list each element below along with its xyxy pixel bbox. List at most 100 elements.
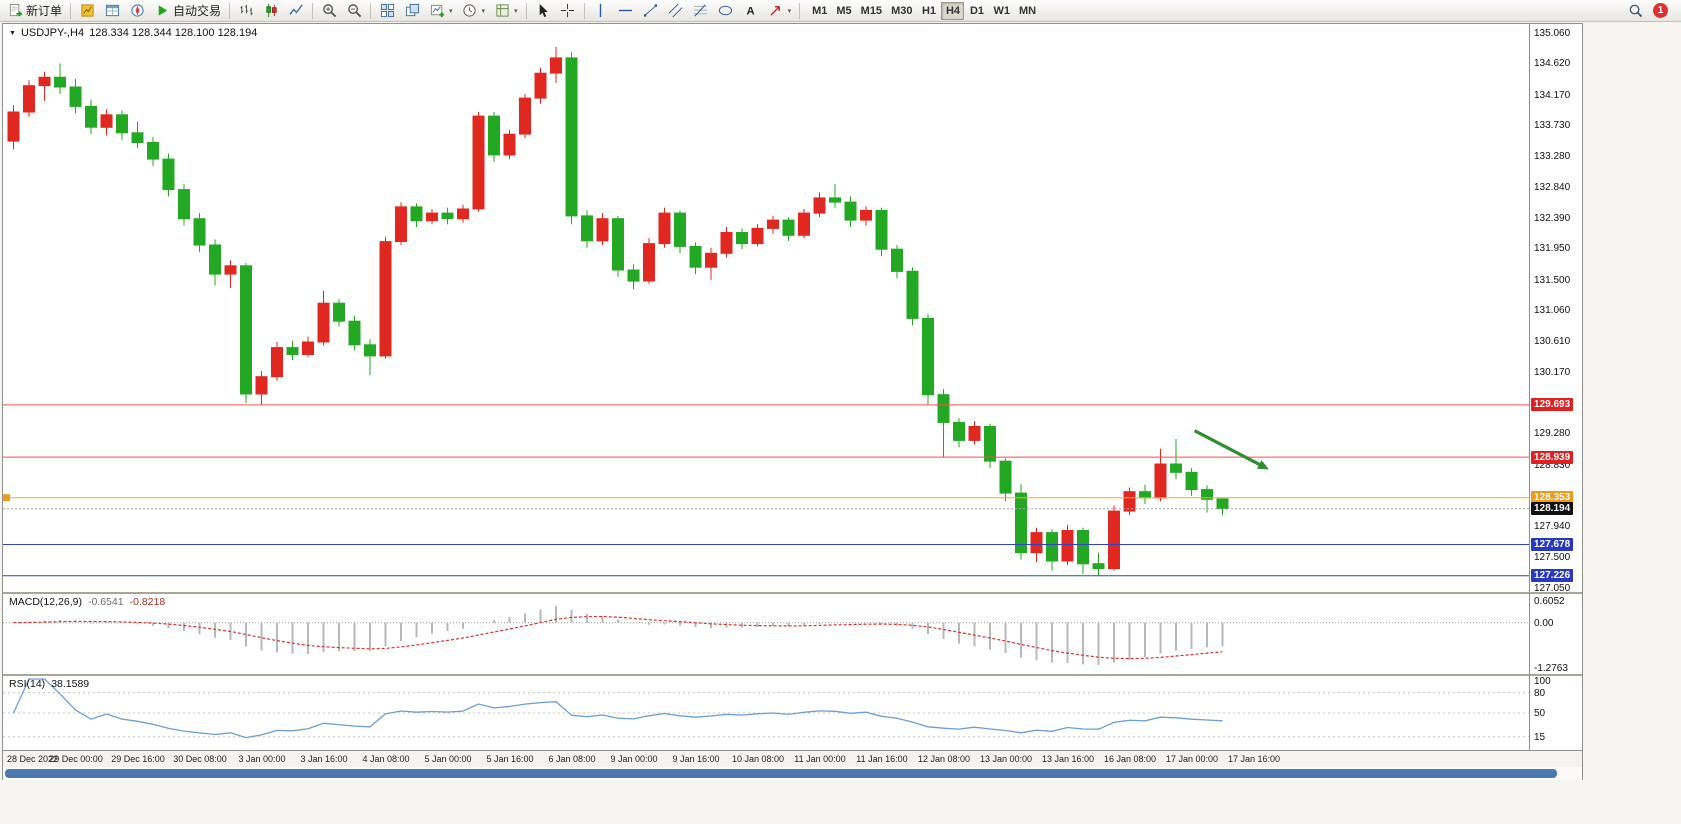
toolbar-separator: [370, 2, 372, 19]
level-price-badge: 129.693: [1531, 398, 1574, 411]
search-button[interactable]: [1623, 1, 1647, 21]
time-label: 9 Jan 16:00: [672, 754, 720, 764]
candles-series: [7, 46, 1229, 577]
timeframe-h1-button[interactable]: H1: [917, 2, 940, 20]
price-tick-label: 133.730: [1534, 120, 1571, 131]
rsi-line: [12, 678, 1223, 739]
candle: [1185, 468, 1198, 496]
candle: [922, 314, 934, 405]
cursor-button[interactable]: [531, 1, 555, 21]
time-label: 3 Jan 00:00: [238, 754, 286, 764]
market-watch-icon: [79, 3, 95, 19]
arrow-annotation[interactable]: [1193, 429, 1269, 470]
timeframe-m5-button[interactable]: M5: [832, 2, 855, 20]
candle: [38, 71, 51, 101]
candle: [503, 130, 516, 160]
zoom-in-button[interactable]: [317, 1, 341, 21]
cascade-icon: [404, 3, 420, 19]
candlestick-chart-button[interactable]: [259, 1, 283, 21]
candle: [85, 99, 97, 135]
templates-button[interactable]: ▾: [490, 1, 522, 21]
candle: [612, 215, 624, 277]
fibonacci-button[interactable]: [689, 1, 713, 21]
chart-plus-icon: [429, 3, 445, 19]
price-tick-label: 134.620: [1534, 58, 1571, 69]
symbol-dropdown-icon[interactable]: ▼: [9, 29, 16, 37]
candle: [1108, 505, 1120, 571]
price-tick-label: 132.840: [1534, 182, 1571, 193]
macd-panel[interactable]: MACD(12,26,9) -0.6541 -0.8218: [3, 592, 1582, 674]
candle: [565, 52, 578, 225]
time-label: 17 Jan 00:00: [1165, 754, 1219, 764]
cascade-windows-button[interactable]: [400, 1, 424, 21]
line-chart-button[interactable]: [284, 1, 308, 21]
timeframe-m1-button[interactable]: M1: [808, 2, 831, 20]
zoom-out-button[interactable]: [342, 1, 366, 21]
timeframe-m15-button[interactable]: M15: [857, 2, 886, 20]
candle: [736, 228, 748, 250]
text-label-button[interactable]: A: [739, 1, 763, 21]
tile-windows-button[interactable]: [375, 1, 399, 21]
timeframe-d1-button[interactable]: D1: [965, 2, 988, 20]
chart-symbol-period: USDJPY-,H4: [20, 27, 85, 39]
arrows-button[interactable]: ▾: [764, 1, 796, 21]
toolbar-separator: [229, 2, 231, 19]
vertical-line-button[interactable]: [589, 1, 613, 21]
candle: [720, 227, 733, 258]
candle: [286, 340, 299, 360]
timeframe-m30-button[interactable]: M30: [887, 2, 916, 20]
candle: [1216, 498, 1229, 516]
trendline-button[interactable]: [639, 1, 663, 21]
navigator-button[interactable]: [125, 1, 149, 21]
clock-icon: [462, 3, 478, 19]
candle: [54, 63, 66, 94]
hline-anchor-marker[interactable]: [3, 494, 10, 502]
search-icon: [1627, 3, 1643, 19]
crosshair-button[interactable]: [556, 1, 580, 21]
rsi-value: 38.1589: [51, 678, 90, 690]
timeframe-h4-button[interactable]: H4: [941, 1, 965, 20]
candle: [488, 112, 500, 162]
auto-trading-button-label: 自动交易: [173, 4, 222, 18]
candle: [1139, 484, 1151, 505]
candle: [550, 46, 562, 83]
svg-text:A: A: [747, 6, 755, 18]
timeframe-mn-button[interactable]: MN: [1015, 2, 1040, 20]
horizontal-line-button[interactable]: [614, 1, 638, 21]
macd-axis-zero: 0.00: [1534, 618, 1554, 629]
chevron-down-icon: ▾: [449, 7, 453, 15]
rsi-panel[interactable]: RSI(14) 38.1589: [3, 674, 1582, 750]
price-scale: 135.060 134.620 134.170 133.730 133.280 132.8…: [1529, 24, 1582, 750]
new-chart-button[interactable]: ▾: [425, 1, 457, 21]
shapes-icon: [718, 3, 734, 19]
timeframe-w1-button[interactable]: W1: [989, 2, 1014, 20]
periodicity-button[interactable]: ▾: [458, 1, 490, 21]
candle: [193, 213, 206, 252]
candle: [1092, 552, 1105, 577]
notification-badge[interactable]: 1: [1653, 3, 1668, 18]
candle: [1077, 527, 1089, 575]
equidistant-channel-button[interactable]: [664, 1, 688, 21]
time-label: 28 Dec 2022: [7, 754, 59, 764]
auto-trading-button[interactable]: 自动交易: [150, 1, 225, 21]
level-price-badge: 128.939: [1531, 451, 1574, 464]
candle: [596, 213, 609, 245]
new-order-button-label: 新订单: [26, 4, 63, 18]
crosshair-icon: [560, 3, 576, 19]
candle: [364, 339, 376, 376]
trend-icon: [643, 3, 659, 19]
market-watch-button[interactable]: [75, 1, 99, 21]
scrollbar-thumb[interactable]: [5, 769, 1557, 778]
price-tick-label: 131.950: [1534, 243, 1571, 254]
data-window-button[interactable]: [100, 1, 124, 21]
new-order-button[interactable]: 新订单: [3, 1, 66, 21]
time-label: 5 Jan 16:00: [486, 754, 534, 764]
bar-chart-button[interactable]: [234, 1, 258, 21]
candle: [162, 153, 175, 197]
price-tick-label: 131.060: [1534, 305, 1571, 316]
price-panel[interactable]: ▼ USDJPY-,H4 128.334 128.344 128.100 128…: [3, 24, 1582, 592]
horizontal-scrollbar: [3, 767, 1582, 780]
price-tick-label: 134.170: [1534, 90, 1571, 101]
price-tick-label: 131.500: [1534, 275, 1571, 286]
shapes-button[interactable]: [714, 1, 738, 21]
